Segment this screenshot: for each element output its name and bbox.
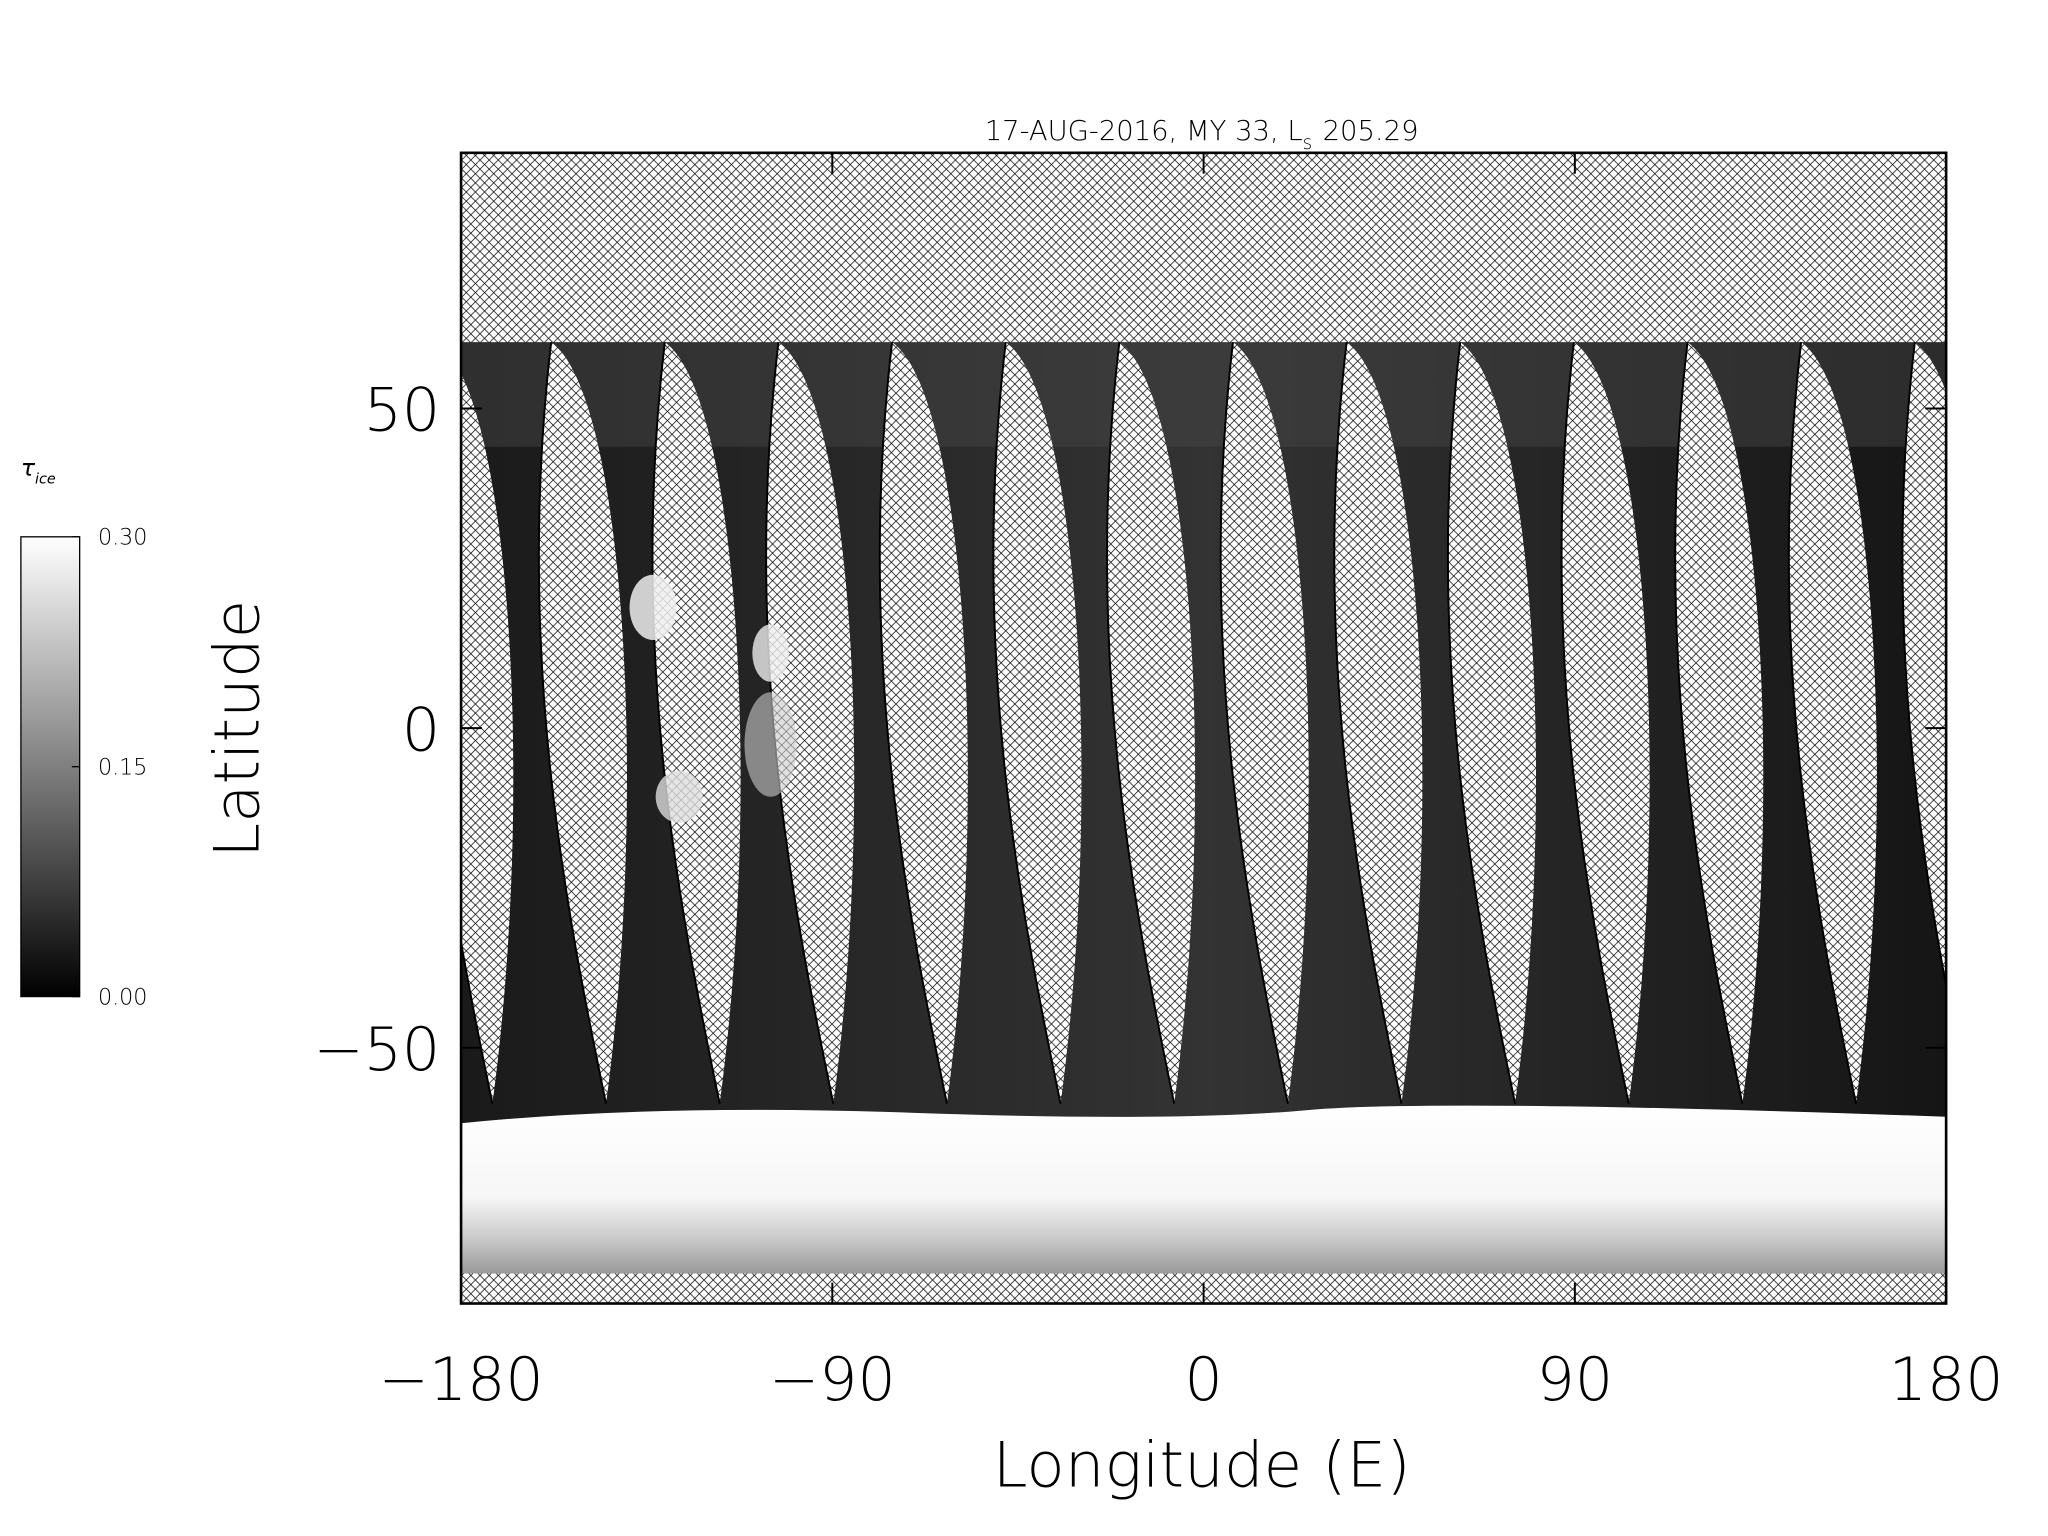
x-tick-label: 180 <box>1889 1345 2004 1415</box>
y-tick-label: 50 <box>364 376 440 446</box>
map-image <box>461 152 1947 1304</box>
y-axis-label: Latitude <box>201 600 274 858</box>
colorbar-tick-label: 0.15 <box>98 755 147 781</box>
colorbar-tick-label: 0.00 <box>98 984 147 1010</box>
x-tick-label: 90 <box>1537 1345 1613 1415</box>
x-axis-label: Longitude (E) <box>993 1428 1411 1501</box>
y-tick-label: −50 <box>313 1015 440 1085</box>
x-tick-label: −180 <box>379 1345 544 1415</box>
colorbar-label: τice <box>21 453 56 487</box>
colorbar-tick-label: 0.30 <box>98 525 147 551</box>
colorbar <box>20 536 81 998</box>
x-tick-label: 0 <box>1184 1345 1222 1415</box>
x-tick-label: −90 <box>769 1345 896 1415</box>
chart-title: 17-AUG-2016, MY 33, Ls 205.29 <box>985 116 1419 154</box>
y-tick-label: 0 <box>402 695 440 765</box>
